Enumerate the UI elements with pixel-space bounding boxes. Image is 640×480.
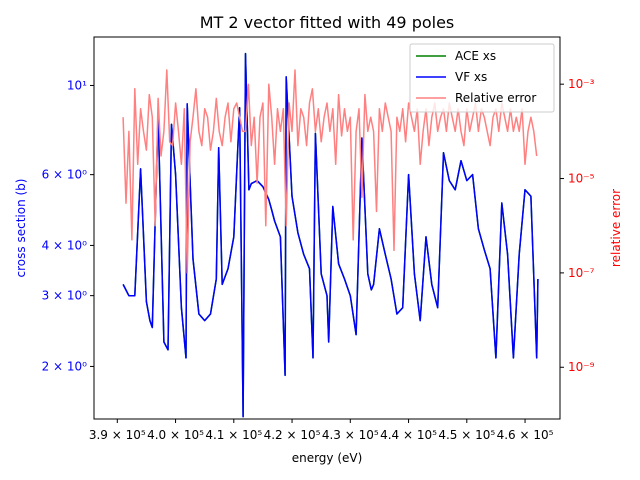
- legend-label-vf-xs: VF xs: [455, 70, 487, 84]
- legend-label-ace-xs: ACE xs: [455, 49, 496, 63]
- y-right-tick-label: 10⁻⁵: [568, 172, 595, 186]
- y-right-tick-label: 10⁻³: [568, 77, 595, 91]
- x-tick-label: 3.9 × 10⁵: [89, 428, 146, 442]
- series-vf-xs: [122, 52, 539, 418]
- y-left-tick-label: 10¹: [67, 78, 87, 92]
- y-left-tick-label: 3 × 10⁰: [42, 289, 88, 303]
- x-tick-label: 4.5 × 10⁵: [438, 428, 495, 442]
- y-left-axis-label: cross section (b): [14, 179, 28, 278]
- y-left-axis-ticks: 2 × 10⁰ 3 × 10⁰ 4 × 10⁰ 6 × 10⁰ 10¹: [42, 78, 94, 373]
- x-tick-label: 4.6 × 10⁵: [497, 428, 554, 442]
- x-tick-label: 4.1 × 10⁵: [205, 428, 262, 442]
- x-tick-label: 4.3 × 10⁵: [322, 428, 379, 442]
- x-tick-label: 4.0 × 10⁵: [147, 428, 204, 442]
- x-tick-label: 4.4 × 10⁵: [380, 428, 437, 442]
- y-right-tick-label: 10⁻⁹: [568, 360, 595, 374]
- y-left-tick-label: 2 × 10⁰: [42, 359, 88, 373]
- series-line-vf-xs: [122, 52, 539, 418]
- legend: ACE xs VF xs Relative error: [409, 43, 555, 113]
- plot-frame: [93, 36, 561, 420]
- chart-title: MT 2 vector fitted with 49 poles: [200, 13, 455, 32]
- legend-label-relative-error: Relative error: [455, 91, 536, 105]
- y-right-axis-ticks: 10⁻⁹ 10⁻⁷ 10⁻⁵ 10⁻³: [560, 77, 595, 374]
- x-axis-ticks: 3.9 × 10⁵ 4.0 × 10⁵ 4.1 × 10⁵ 4.2 × 10⁵ 4.3 …: [89, 419, 554, 442]
- y-right-tick-label: 10⁻⁷: [568, 266, 595, 280]
- y-right-axis-label: relative error: [609, 189, 623, 267]
- y-left-tick-label: 4 × 10⁰: [42, 238, 88, 252]
- x-axis-label: energy (eV): [292, 451, 363, 465]
- x-tick-label: 4.2 × 10⁵: [264, 428, 321, 442]
- y-left-tick-label: 6 × 10⁰: [42, 168, 88, 182]
- series-relative-error: [122, 69, 538, 274]
- series-line-relative-error: [122, 69, 538, 274]
- legend-box: [409, 43, 555, 113]
